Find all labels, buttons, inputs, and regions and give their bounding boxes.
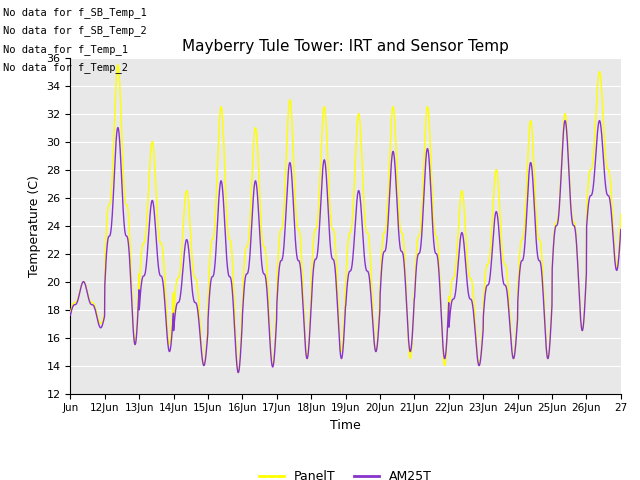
- Text: No data for f_Temp_1: No data for f_Temp_1: [3, 44, 128, 55]
- Text: No data for f_SB_Temp_1: No data for f_SB_Temp_1: [3, 7, 147, 18]
- Y-axis label: Temperature (C): Temperature (C): [28, 175, 41, 276]
- Text: No data for f_Temp_2: No data for f_Temp_2: [3, 62, 128, 73]
- X-axis label: Time: Time: [330, 419, 361, 432]
- Legend: PanelT, AM25T: PanelT, AM25T: [254, 465, 437, 480]
- Title: Mayberry Tule Tower: IRT and Sensor Temp: Mayberry Tule Tower: IRT and Sensor Temp: [182, 39, 509, 54]
- Text: No data for f_SB_Temp_2: No data for f_SB_Temp_2: [3, 25, 147, 36]
